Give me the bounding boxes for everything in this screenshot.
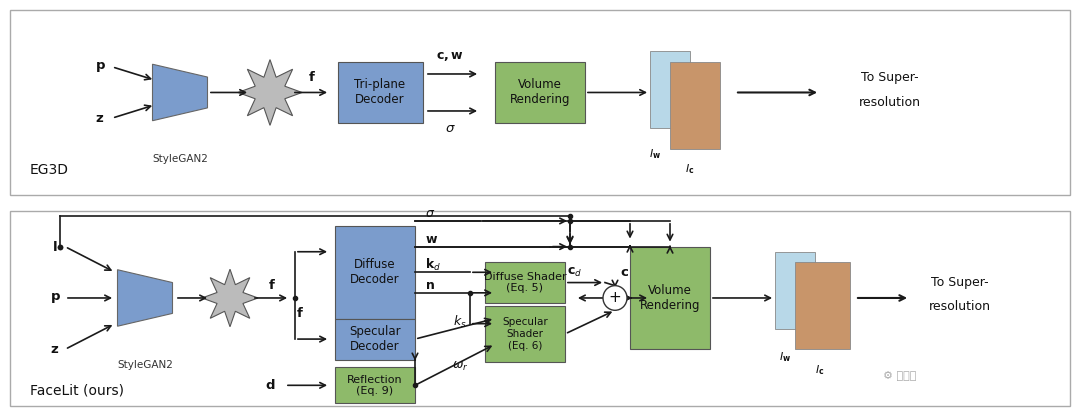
- FancyBboxPatch shape: [485, 262, 565, 303]
- Text: $\mathbf{f}$: $\mathbf{f}$: [296, 306, 303, 321]
- Text: Specular
Decoder: Specular Decoder: [349, 325, 401, 353]
- Polygon shape: [152, 64, 207, 121]
- Text: $I_\mathbf{w}$: $I_\mathbf{w}$: [649, 147, 661, 161]
- Text: To Super-: To Super-: [931, 276, 989, 289]
- Text: $\omega_r$: $\omega_r$: [451, 360, 469, 373]
- Text: Volume
Rendering: Volume Rendering: [639, 284, 700, 312]
- Text: $\mathbf{c}_d$: $\mathbf{c}_d$: [567, 266, 582, 279]
- Text: $\mathbf{c}$: $\mathbf{c}$: [621, 266, 630, 279]
- Polygon shape: [118, 270, 173, 326]
- Text: $\mathbf{c, w}$: $\mathbf{c, w}$: [436, 50, 463, 63]
- Text: FaceLit (ours): FaceLit (ours): [30, 383, 124, 397]
- Text: EG3D: EG3D: [30, 162, 69, 177]
- Text: $\mathbf{f}$: $\mathbf{f}$: [308, 70, 316, 84]
- Text: resolution: resolution: [929, 300, 991, 313]
- Polygon shape: [202, 269, 258, 327]
- FancyBboxPatch shape: [495, 62, 585, 123]
- Text: To Super-: To Super-: [861, 71, 919, 83]
- Text: $I_\mathbf{c}$: $I_\mathbf{c}$: [815, 363, 825, 377]
- FancyBboxPatch shape: [335, 367, 415, 403]
- Polygon shape: [238, 60, 302, 125]
- Text: $\mathbf{n}$: $\mathbf{n}$: [426, 279, 435, 292]
- Text: ⚙ 量子位: ⚙ 量子位: [883, 370, 917, 380]
- Text: Diffuse Shader
(Eq. 5): Diffuse Shader (Eq. 5): [484, 272, 566, 293]
- Text: $\mathbf{f}$: $\mathbf{f}$: [268, 277, 276, 292]
- FancyBboxPatch shape: [335, 226, 415, 319]
- Text: $\mathbf{p}$: $\mathbf{p}$: [95, 60, 106, 74]
- Text: Diffuse
Decoder: Diffuse Decoder: [350, 258, 400, 286]
- FancyBboxPatch shape: [485, 306, 565, 362]
- Text: Specular
Shader
(Eq. 6): Specular Shader (Eq. 6): [502, 317, 548, 351]
- Circle shape: [603, 286, 627, 310]
- FancyBboxPatch shape: [630, 247, 710, 349]
- Text: $k_s$: $k_s$: [454, 314, 467, 330]
- Text: $\mathbf{d}$: $\mathbf{d}$: [265, 378, 275, 393]
- Text: $\mathbf{w}$: $\mathbf{w}$: [426, 233, 438, 246]
- FancyBboxPatch shape: [795, 262, 850, 349]
- FancyBboxPatch shape: [337, 62, 422, 123]
- Text: $\mathbf{z}$: $\mathbf{z}$: [95, 112, 105, 125]
- Text: StyleGAN2: StyleGAN2: [152, 154, 208, 164]
- FancyBboxPatch shape: [10, 210, 1070, 406]
- Text: Tri-plane
Decoder: Tri-plane Decoder: [354, 79, 406, 106]
- Text: $\sigma$: $\sigma$: [426, 207, 435, 220]
- Text: $+$: $+$: [608, 291, 622, 305]
- Text: StyleGAN2: StyleGAN2: [117, 360, 173, 370]
- Text: $\mathbf{l}$: $\mathbf{l}$: [52, 240, 57, 254]
- Text: $\mathbf{p}$: $\mathbf{p}$: [50, 291, 60, 305]
- FancyBboxPatch shape: [650, 51, 690, 128]
- Text: $I_\mathbf{w}$: $I_\mathbf{w}$: [779, 351, 791, 365]
- Text: Volume
Rendering: Volume Rendering: [510, 79, 570, 106]
- Text: resolution: resolution: [859, 96, 921, 109]
- FancyBboxPatch shape: [335, 319, 415, 360]
- Text: $\mathbf{z}$: $\mathbf{z}$: [51, 343, 59, 356]
- Text: $\mathbf{k}_d$: $\mathbf{k}_d$: [426, 257, 441, 273]
- FancyBboxPatch shape: [670, 62, 720, 149]
- Text: Reflection
(Eq. 9): Reflection (Eq. 9): [347, 374, 403, 396]
- Text: $\sigma$: $\sigma$: [445, 122, 456, 135]
- FancyBboxPatch shape: [10, 10, 1070, 195]
- Text: $I_\mathbf{c}$: $I_\mathbf{c}$: [686, 163, 694, 176]
- FancyBboxPatch shape: [775, 252, 815, 329]
